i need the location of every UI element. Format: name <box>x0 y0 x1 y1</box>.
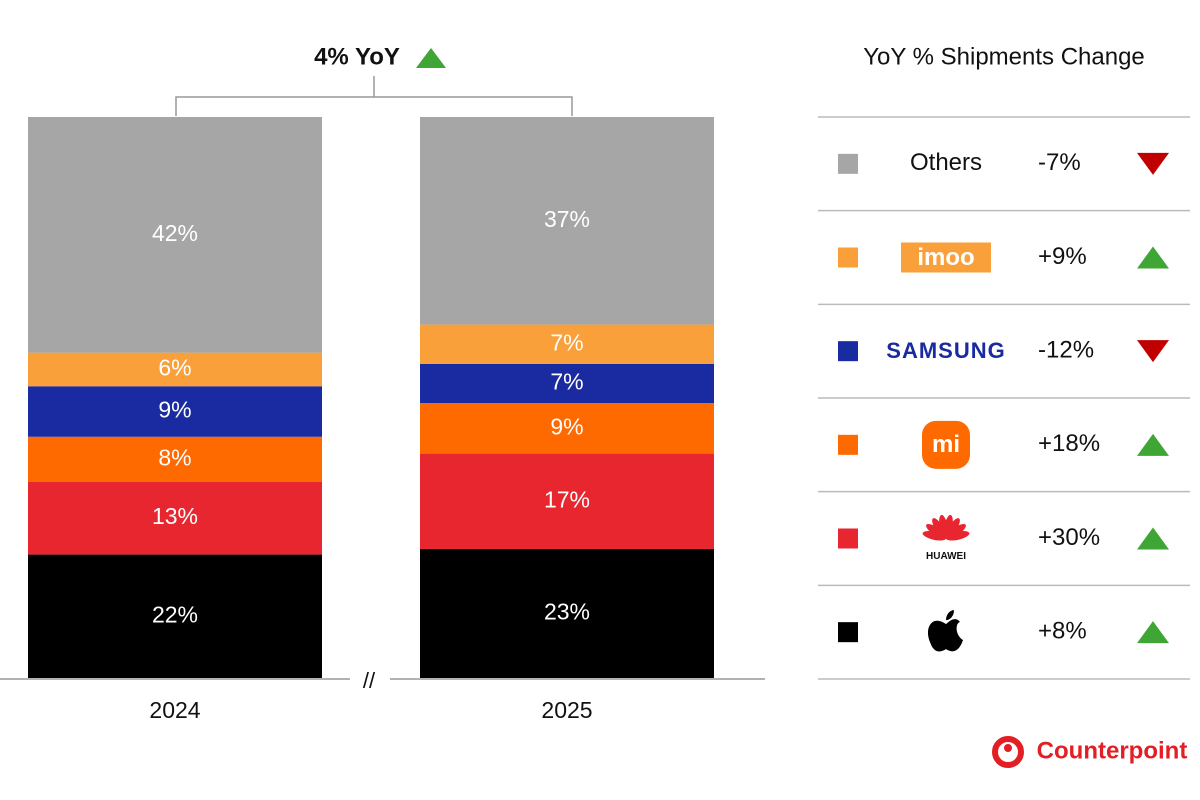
legend-label: HUAWEI <box>926 551 966 562</box>
bar-segment <box>420 117 714 325</box>
yoy-label: +9% <box>1038 243 1087 270</box>
bar-segment <box>28 352 322 387</box>
legend-logo <box>927 610 963 652</box>
value-label: 42% <box>152 220 198 246</box>
yoy-up-arrow <box>1137 246 1169 269</box>
value-label: 17% <box>544 486 590 512</box>
yoy-up-arrow <box>1137 527 1169 550</box>
yoy-label: +30% <box>1038 524 1100 551</box>
legend-swatch <box>838 528 858 549</box>
legend-swatch <box>838 153 858 174</box>
bar-segment <box>28 554 322 678</box>
x-tick-label: 2025 <box>541 697 592 723</box>
legend-swatch <box>838 622 858 643</box>
logo-icon <box>992 736 1024 768</box>
bar-segment <box>28 117 322 353</box>
value-label: 13% <box>152 503 198 529</box>
yoy-up-arrow <box>1137 433 1169 456</box>
legend-swatch <box>838 247 858 268</box>
yoy-down-arrow <box>1137 152 1169 175</box>
bar-segment <box>420 453 714 549</box>
yoy-label: +18% <box>1038 430 1100 457</box>
legend-label: mi <box>932 431 960 458</box>
value-label: 23% <box>544 599 590 625</box>
source: Counterpoint <box>1037 737 1188 764</box>
legend-logo <box>901 242 991 273</box>
axis-break: // <box>363 668 376 693</box>
bar-segment <box>28 481 322 555</box>
legend-label: imoo <box>917 244 974 271</box>
legend-logo <box>922 420 970 469</box>
yoy-up-arrow <box>416 48 446 68</box>
legend-label: SAMSUNG <box>886 338 1005 363</box>
yoy-label: -7% <box>1038 149 1081 176</box>
legend-label: Others <box>910 149 982 176</box>
bar-segment <box>420 403 714 454</box>
yoy-label: +8% <box>1038 618 1087 645</box>
bar-segment <box>420 324 714 364</box>
yoy-up-arrow <box>1137 621 1169 644</box>
bracket <box>175 76 573 116</box>
value-label: 7% <box>550 329 583 355</box>
value-label: 7% <box>550 369 583 395</box>
yoy-down-arrow <box>1137 340 1169 363</box>
value-label: 9% <box>158 397 191 423</box>
bar-segment <box>28 436 322 482</box>
table-title: YoY % Shipments Change <box>863 43 1145 70</box>
x-tick-label: 2024 <box>149 697 200 723</box>
value-label: 9% <box>550 413 583 439</box>
bar-segment <box>420 548 714 678</box>
value-label: 22% <box>152 601 198 627</box>
legend-swatch <box>838 341 858 362</box>
legend-swatch <box>838 434 858 455</box>
value-label: 6% <box>158 355 191 381</box>
value-label: 37% <box>544 206 590 232</box>
logo-icon <box>1004 744 1012 752</box>
legend-logo <box>945 531 970 541</box>
value-label: 8% <box>158 444 191 470</box>
yoy-annotation: 4% YoY <box>314 43 400 70</box>
bar-segment <box>420 363 714 404</box>
bar-segment <box>28 386 322 437</box>
yoy-label: -12% <box>1038 337 1094 364</box>
